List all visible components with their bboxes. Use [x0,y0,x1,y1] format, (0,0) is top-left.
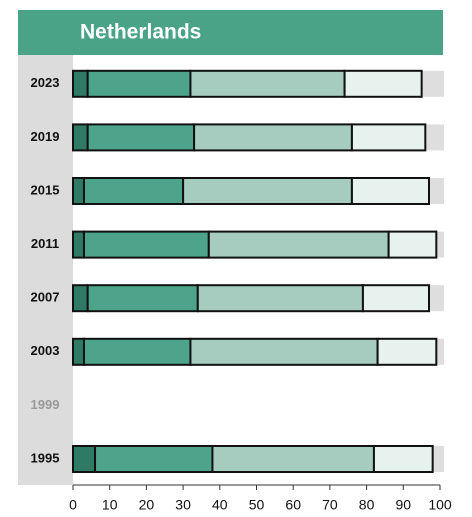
bar-segment [72,284,89,313]
x-tick-label: 60 [285,497,301,513]
label-column [18,55,73,485]
y-tick-label: 1995 [31,450,60,465]
bar-segment [94,445,214,473]
bar-segment [189,69,346,98]
x-tick-label: 50 [249,497,265,513]
x-tick-label: 70 [322,497,338,513]
bar-segment [83,177,185,205]
bar-segment [72,445,97,473]
bar-segment [193,123,353,152]
x-tick-label: 80 [359,497,375,513]
x-tick-label: 0 [69,497,77,513]
bar-segment [72,123,89,152]
header [18,10,443,55]
bar-segment [343,69,423,98]
x-tick-label: 10 [102,497,118,513]
x-tick-label: 20 [139,497,155,513]
y-tick-label: 2019 [31,129,60,144]
bar-segment [86,123,196,152]
bar-segment [72,69,89,98]
y-tick-label: 2003 [31,343,60,358]
bar-segment [189,337,379,366]
bar-segment [350,177,430,205]
x-tick-label: 90 [396,497,412,513]
x-tick-label: 100 [428,497,452,513]
bar-segment [350,123,427,152]
bar-segment [86,284,199,313]
bar-segment [211,445,375,473]
bar-segment [72,177,86,205]
y-tick-label: 1999 [31,397,60,412]
bar-segment [182,177,353,205]
bar-segment [72,230,86,259]
bar-segment [196,284,364,313]
x-tick-label: 30 [175,497,191,513]
y-tick-label: 2023 [31,75,60,90]
y-tick-label: 2011 [31,236,59,251]
bar-segment [376,337,438,366]
y-tick-label: 2007 [31,290,60,305]
bar-segment [372,445,434,473]
bar-segment [361,284,430,313]
bar-segment [72,337,86,366]
bar-segment [387,230,438,259]
x-tick-label: 40 [212,497,228,513]
bar-segment [83,337,192,366]
bar-segment [86,69,192,98]
bar-segment [83,230,210,259]
chart-title: Netherlands [80,21,201,44]
bar-segment [207,230,390,259]
y-tick-label: 2015 [31,182,60,197]
